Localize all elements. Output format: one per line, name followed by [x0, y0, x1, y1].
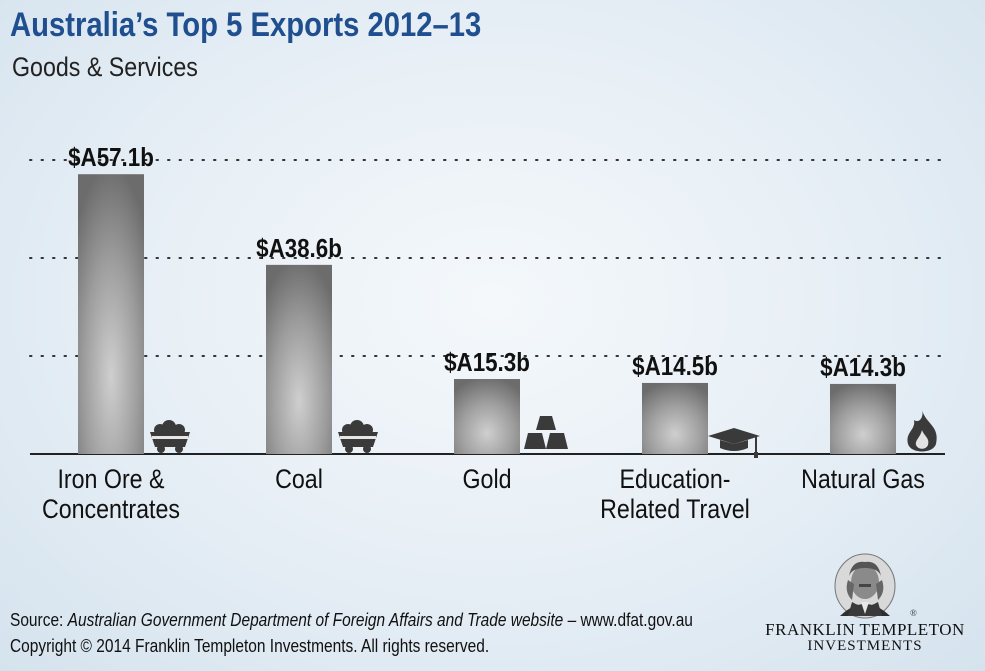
category-label: Concentrates [42, 494, 180, 524]
mine-cart-icon [150, 420, 190, 453]
bar-value-label: $A38.6b [256, 234, 342, 263]
bar [830, 383, 896, 454]
bar-value-label: $A14.3b [820, 353, 906, 382]
bar [642, 382, 708, 454]
bar-value-label: $A57.1b [68, 144, 154, 173]
flame-icon [907, 410, 937, 452]
source-title: Australian Government Department of Fore… [67, 610, 564, 630]
registered-mark: ® [910, 608, 917, 618]
category-label: Related Travel [600, 494, 750, 524]
benjamin-franklin-portrait-icon: ® [834, 553, 917, 619]
graduation-cap-icon [708, 428, 760, 458]
bar [266, 264, 332, 454]
category-label: Education- [620, 464, 731, 494]
bar [454, 379, 520, 454]
source-url: – www.dfat.gov.au [563, 610, 693, 630]
category-label: Iron Ore & [57, 464, 164, 494]
logo-name-line2: INVESTMENTS [807, 638, 923, 654]
source-note: Source: Australian Government Department… [10, 610, 693, 631]
logo-name-line1: FRANKLIN TEMPLETON [765, 620, 965, 639]
chart-subtitle: Goods & Services [12, 52, 198, 82]
copyright-note: Copyright © 2014 Franklin Templeton Inve… [10, 636, 490, 656]
gold-bars-icon [524, 416, 568, 449]
chart-title: Australia’s Top 5 Exports 2012–13 [10, 6, 482, 44]
source-prefix: Source: [10, 610, 68, 630]
category-label: Coal [275, 464, 323, 494]
bar-value-label: $A15.3b [444, 349, 530, 378]
category-label: Gold [462, 464, 511, 494]
coal-cart-icon [338, 420, 378, 453]
category-label: Natural Gas [801, 464, 925, 494]
bar-value-label: $A14.5b [632, 352, 718, 381]
bar [78, 174, 144, 454]
bar-chart: $A57.1b $A38.6b $A15.3b $A14.5b $A14.3b Iron… [29, 144, 946, 524]
